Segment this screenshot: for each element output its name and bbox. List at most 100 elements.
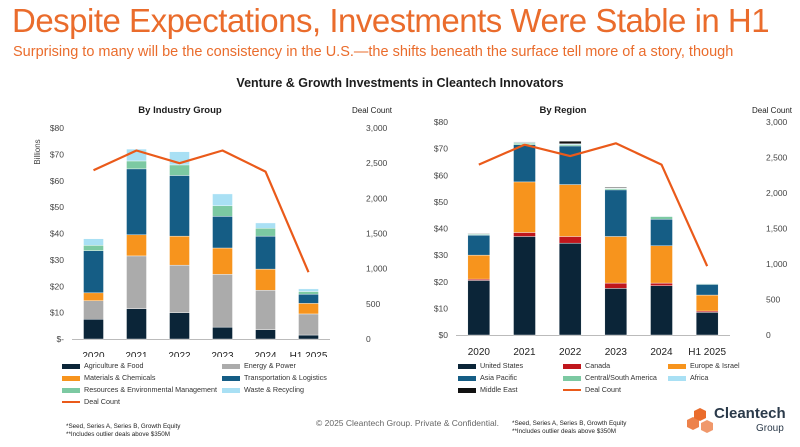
- y2-tick-label: 3,000: [366, 123, 388, 133]
- y-tick-label: $70: [434, 144, 448, 154]
- bar-segment: [212, 193, 233, 207]
- footnote-line: *Seed, Series A, Series B, Growth Equity: [512, 420, 627, 427]
- bar-segment: [467, 280, 491, 336]
- bar-segment: [212, 326, 233, 340]
- copyright-text: © 2025 Cleantech Group. Private & Confid…: [316, 418, 499, 428]
- chart-title: By Industry Group: [138, 105, 222, 116]
- bar-segment: [169, 235, 190, 266]
- bar-segment: [126, 255, 147, 309]
- footnote-line: **Includes outlier deals above $350M: [66, 430, 170, 438]
- bar-segment: [513, 181, 536, 233]
- bar-segment: [558, 236, 582, 244]
- legend-item: Energy & Power: [222, 361, 296, 370]
- industry-chart: By Industry Group Deal Count Billions $- $10…: [33, 105, 393, 357]
- legend-item: United States: [458, 361, 523, 370]
- y-tick-label: $50: [434, 197, 448, 207]
- x-tick-label: 2023: [605, 347, 628, 357]
- legend-label: Materials & Chemicals: [84, 373, 156, 382]
- legend-label: Asia Pacific: [480, 373, 518, 382]
- bar-segment: [298, 291, 319, 295]
- bar-segment: [255, 290, 276, 330]
- y2-tick-label: 1,500: [766, 224, 788, 234]
- bar-segment: [650, 285, 673, 336]
- legend-swatch: [458, 363, 476, 369]
- bar-segment: [558, 184, 582, 237]
- x-tick-label: 2024: [254, 351, 277, 357]
- bar-segment: [83, 238, 104, 246]
- y2-tick-label: 1,000: [766, 259, 788, 269]
- bar-segment: [467, 233, 491, 235]
- legend-item: Africa: [668, 373, 708, 382]
- y2-axis-title: Deal Count: [352, 106, 393, 115]
- bar-segment: [467, 234, 491, 256]
- bar-segment: [650, 218, 673, 247]
- cleantech-logo: Cleantech Group: [684, 403, 794, 441]
- y2-tick-label: 0: [766, 330, 771, 340]
- footnote-line: *Seed, Series A, Series B, Growth Equity: [66, 423, 181, 430]
- bar-segment: [604, 288, 628, 336]
- legend-item: Materials & Chemicals: [62, 373, 156, 382]
- y-tick-label: $10: [434, 303, 448, 313]
- bar-segment: [126, 308, 147, 340]
- legend-swatch: [62, 387, 80, 393]
- chart-title: By Region: [540, 105, 587, 116]
- bar-segment: [83, 250, 104, 294]
- y-tick-label: $80: [434, 117, 448, 127]
- y-tick-label: $-: [56, 334, 64, 344]
- bar-segment: [467, 254, 491, 280]
- y-tick-label: $40: [50, 229, 64, 239]
- legend-label: Waste & Recycling: [244, 385, 305, 394]
- x-tick-label: 2021: [513, 347, 536, 357]
- legend-swatch: [222, 387, 240, 393]
- bar-segment: [255, 228, 276, 237]
- bar-segment: [255, 235, 276, 270]
- bar-segment: [695, 294, 719, 312]
- legend-swatch: [668, 375, 686, 381]
- bar-segment: [558, 242, 582, 336]
- y-axis-label: Billions: [33, 139, 42, 164]
- legend-swatch: [62, 363, 80, 369]
- y-tick-label: $70: [50, 149, 64, 159]
- x-tick-label: 2022: [168, 351, 191, 357]
- bar-segment: [558, 140, 582, 145]
- legend-item: Transportation & Logistics: [222, 373, 327, 382]
- y2-tick-label: 500: [766, 295, 780, 305]
- page-subtitle: Surprising to many will be the consisten…: [13, 44, 734, 60]
- cleantech-logo-icon: [687, 408, 713, 433]
- bar-segment: [212, 274, 233, 328]
- legend-item: Asia Pacific: [458, 373, 517, 382]
- legend-label: United States: [480, 361, 524, 370]
- bar-segment: [255, 329, 276, 340]
- bar-segment: [604, 236, 628, 284]
- y2-tick-label: 2,500: [366, 158, 388, 168]
- bar-segment: [126, 168, 147, 236]
- y2-tick-label: 0: [366, 334, 371, 344]
- legend-label: Canada: [585, 361, 611, 370]
- deal-count-line: [93, 149, 310, 273]
- bar-segment: [650, 245, 673, 284]
- legend-label: Deal Count: [585, 385, 621, 394]
- bar-segment: [255, 222, 276, 229]
- bar-segment: [513, 141, 536, 143]
- legend-label: Europe & Israel: [690, 361, 740, 370]
- legend-item: Europe & Israel: [668, 361, 740, 370]
- bar-segment: [298, 313, 319, 336]
- footnote-line: **Includes outlier deals above $350M: [512, 427, 616, 435]
- legend-label: Deal Count: [84, 397, 120, 406]
- x-tick-label: H1 2025: [290, 351, 328, 357]
- y-tick-label: $60: [434, 170, 448, 180]
- x-tick-label: 2022: [559, 347, 582, 357]
- legend-item: Resources & Environmental Management: [62, 385, 217, 394]
- legend-swatch: [458, 375, 476, 381]
- bar-segment: [212, 205, 233, 217]
- industry-chart-panel: By Industry Group Deal Count Billions $- $10…: [30, 92, 400, 357]
- legend-item: Agriculture & Food: [62, 361, 144, 370]
- bar-segment: [604, 282, 628, 289]
- bar-segment: [212, 216, 233, 249]
- y-tick-label: $10: [50, 308, 64, 318]
- bar-segment: [650, 282, 673, 286]
- bar-segment: [169, 175, 190, 237]
- y2-tick-label: 3,000: [766, 117, 788, 127]
- legend-item: Deal Count: [62, 397, 120, 406]
